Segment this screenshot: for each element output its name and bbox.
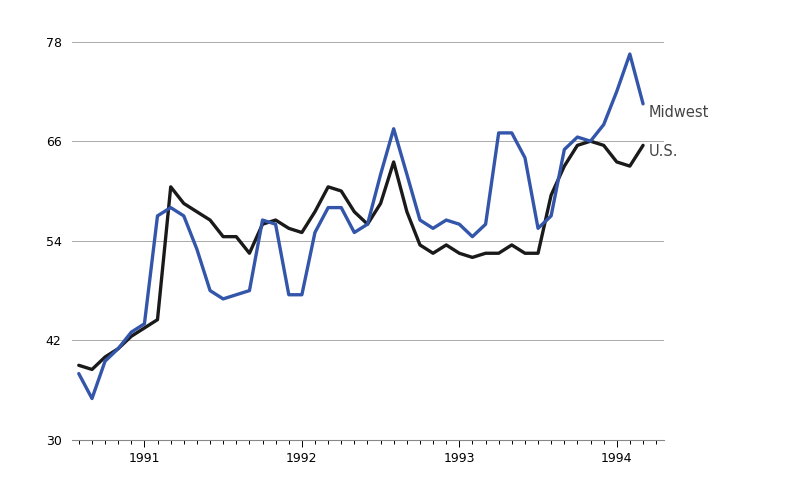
Text: U.S.: U.S. [648, 144, 678, 158]
Text: Midwest: Midwest [648, 104, 709, 120]
